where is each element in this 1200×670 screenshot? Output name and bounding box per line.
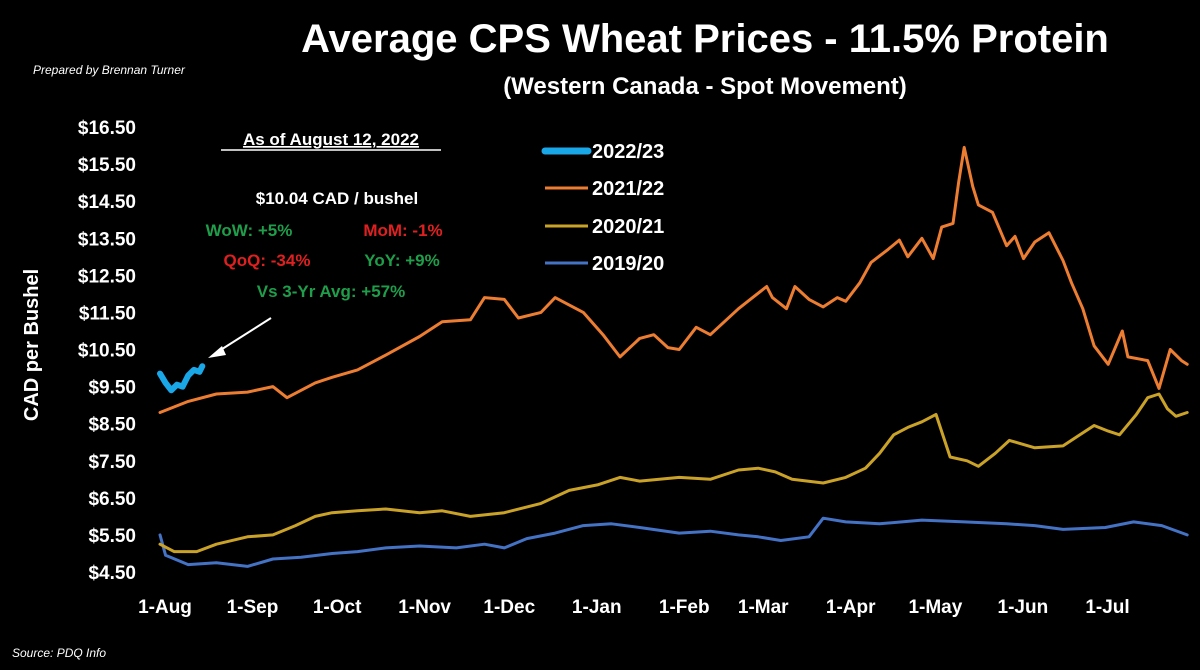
y-tick-label: $4.50 bbox=[88, 563, 136, 584]
y-tick-label: $13.50 bbox=[78, 229, 136, 250]
legend-label-2022-23: 2022/23 bbox=[592, 141, 664, 163]
x-tick-label: 1-Oct bbox=[313, 597, 362, 618]
series-lines bbox=[157, 145, 1189, 568]
y-tick-label: $8.50 bbox=[88, 415, 136, 436]
legend-label-2019-20: 2019/20 bbox=[592, 253, 664, 275]
series-line-2020-21 bbox=[158, 392, 1189, 554]
vs-3yr-avg: Vs 3-Yr Avg: +57% bbox=[257, 282, 406, 301]
annotation-arrow bbox=[218, 317, 272, 352]
y-axis-label: CAD per Bushel bbox=[21, 269, 43, 421]
x-tick-label: 1-Nov bbox=[398, 597, 451, 618]
x-tick-label: 1-Dec bbox=[483, 597, 535, 618]
legend: 2022/23 2021/22 2020/21 2019/20 bbox=[541, 141, 664, 275]
x-tick-label: 1-Apr bbox=[826, 597, 876, 618]
y-tick-label: $16.50 bbox=[78, 118, 136, 139]
legend-label-2021-22: 2021/22 bbox=[592, 178, 664, 200]
annotation-arrow-head bbox=[208, 346, 226, 358]
y-tick-label: $14.50 bbox=[78, 192, 136, 213]
y-tick-label: $12.50 bbox=[78, 266, 136, 287]
x-tick-label: 1-Sep bbox=[227, 597, 279, 618]
x-tick-label: 1-Mar bbox=[738, 597, 789, 618]
annotation-box: As of August 12, 2022 $10.04 CAD / bushe… bbox=[206, 130, 443, 358]
y-tick-label: $10.50 bbox=[78, 341, 136, 362]
y-tick-label: $7.50 bbox=[88, 452, 136, 473]
x-tick-label: 1-Jun bbox=[998, 597, 1049, 618]
wow-change: WoW: +5% bbox=[206, 221, 293, 240]
y-axis-ticks: $16.50 $15.50 $14.50 $13.50 $12.50 $11.50 $10.… bbox=[78, 118, 136, 584]
x-tick-label: 1-Jul bbox=[1085, 597, 1129, 618]
source-text: Source: PDQ Info bbox=[12, 646, 106, 660]
chart-title: Average CPS Wheat Prices - 11.5% Protein bbox=[301, 17, 1109, 61]
y-tick-label: $5.50 bbox=[88, 526, 136, 547]
yoy-change: YoY: +9% bbox=[364, 251, 439, 270]
y-tick-label: $6.50 bbox=[88, 489, 136, 510]
x-tick-label: 1-Feb bbox=[659, 597, 710, 618]
y-tick-label: $11.50 bbox=[79, 303, 136, 324]
mom-change: MoM: -1% bbox=[363, 221, 442, 240]
series-line-2021-22 bbox=[158, 145, 1189, 414]
credit-text: Prepared by Brennan Turner bbox=[33, 63, 186, 77]
chart-subtitle: (Western Canada - Spot Movement) bbox=[503, 73, 907, 100]
x-tick-label: 1-May bbox=[908, 597, 962, 618]
x-tick-label: 1-Jan bbox=[572, 597, 622, 618]
current-price: $10.04 CAD / bushel bbox=[256, 189, 419, 208]
y-tick-label: $15.50 bbox=[78, 155, 136, 176]
series-line-2022-23 bbox=[157, 363, 206, 394]
series-line-2019-20 bbox=[158, 516, 1189, 568]
x-tick-label: 1-Aug bbox=[138, 597, 192, 618]
qoq-change: QoQ: -34% bbox=[224, 251, 311, 270]
y-tick-label: $9.50 bbox=[88, 378, 136, 399]
legend-label-2020-21: 2020/21 bbox=[592, 216, 664, 238]
x-axis-ticks: 1-Aug 1-Sep 1-Oct 1-Nov 1-Dec 1-Jan 1-Feb 1-Mar… bbox=[138, 597, 1130, 618]
as-of-date: As of August 12, 2022 bbox=[243, 130, 419, 149]
